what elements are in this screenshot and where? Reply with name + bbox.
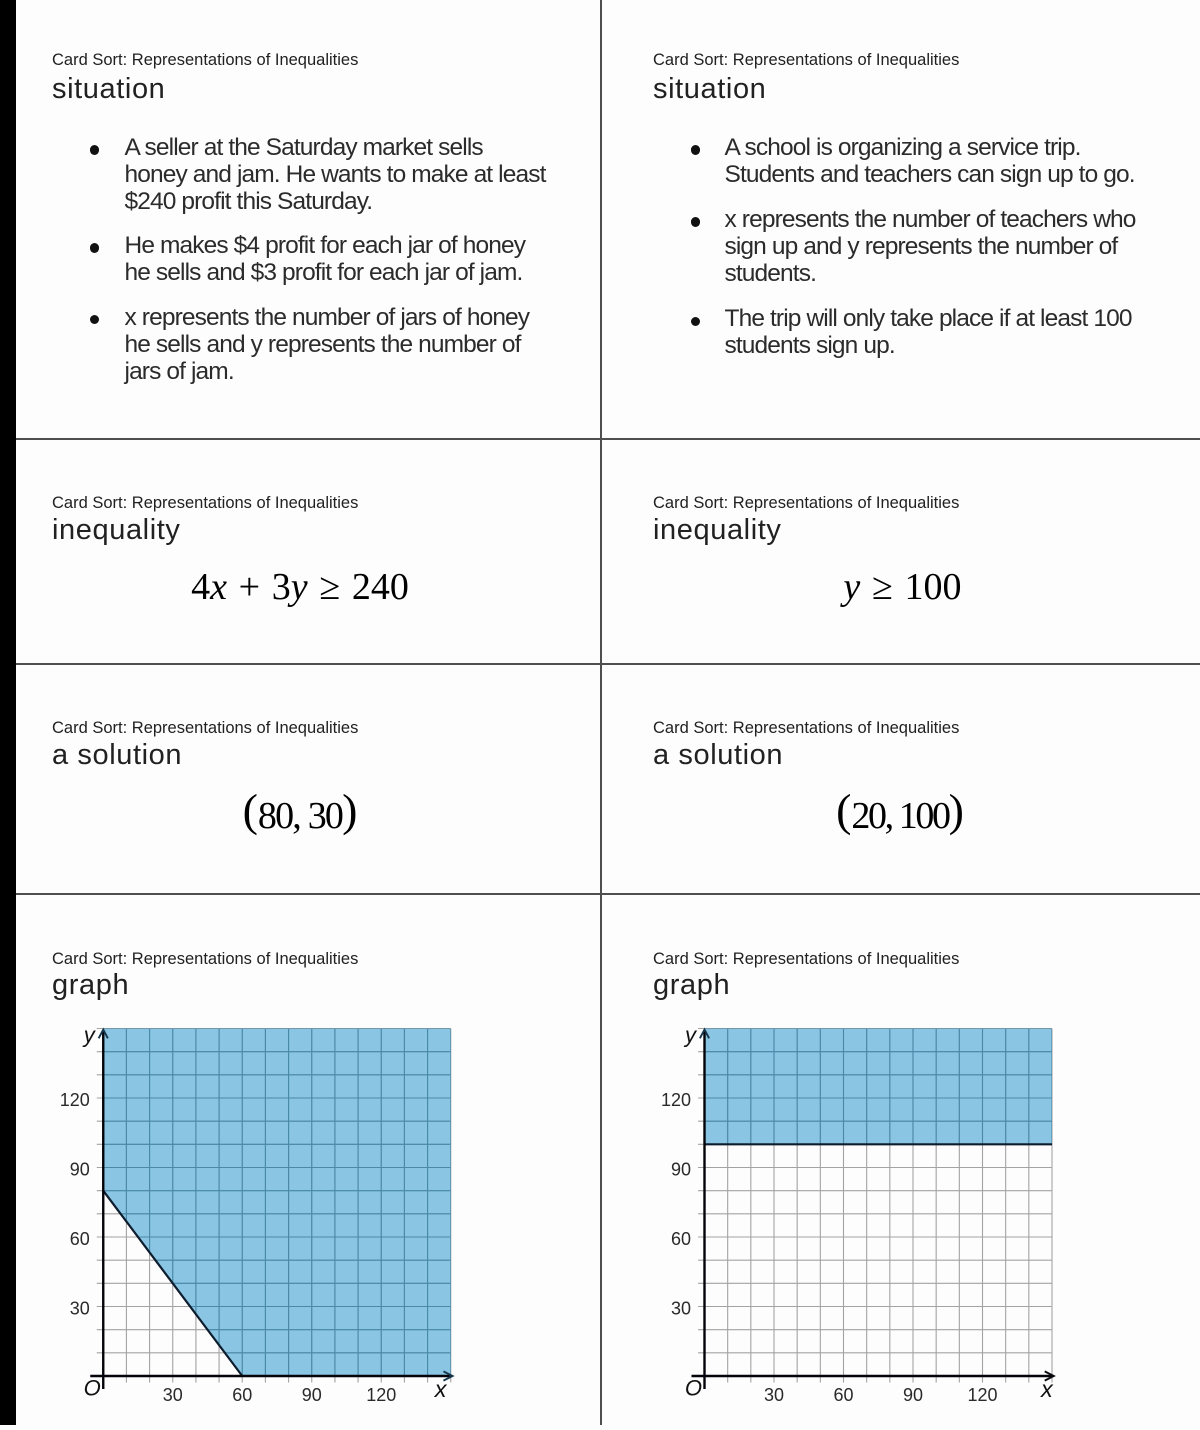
svg-text:y: y (683, 1023, 698, 1048)
svg-text:30: 30 (163, 1385, 183, 1405)
svg-text:60: 60 (70, 1229, 90, 1249)
svg-text:x: x (1040, 1376, 1054, 1402)
svg-text:60: 60 (671, 1229, 691, 1249)
svg-text:120: 120 (60, 1090, 90, 1110)
svg-text:30: 30 (671, 1299, 691, 1319)
svg-text:60: 60 (232, 1385, 252, 1405)
svg-text:O: O (84, 1376, 101, 1401)
svg-text:90: 90 (70, 1160, 90, 1180)
svg-text:30: 30 (764, 1385, 784, 1405)
svg-text:120: 120 (661, 1090, 691, 1110)
svg-text:90: 90 (302, 1385, 322, 1405)
svg-text:y: y (82, 1023, 97, 1048)
svg-text:x: x (434, 1376, 448, 1402)
svg-text:90: 90 (671, 1160, 691, 1180)
svg-text:60: 60 (833, 1385, 853, 1405)
svg-text:90: 90 (903, 1385, 923, 1405)
svg-text:30: 30 (70, 1299, 90, 1319)
svg-text:120: 120 (967, 1385, 997, 1405)
svg-text:120: 120 (366, 1385, 396, 1405)
svg-text:O: O (685, 1376, 702, 1401)
